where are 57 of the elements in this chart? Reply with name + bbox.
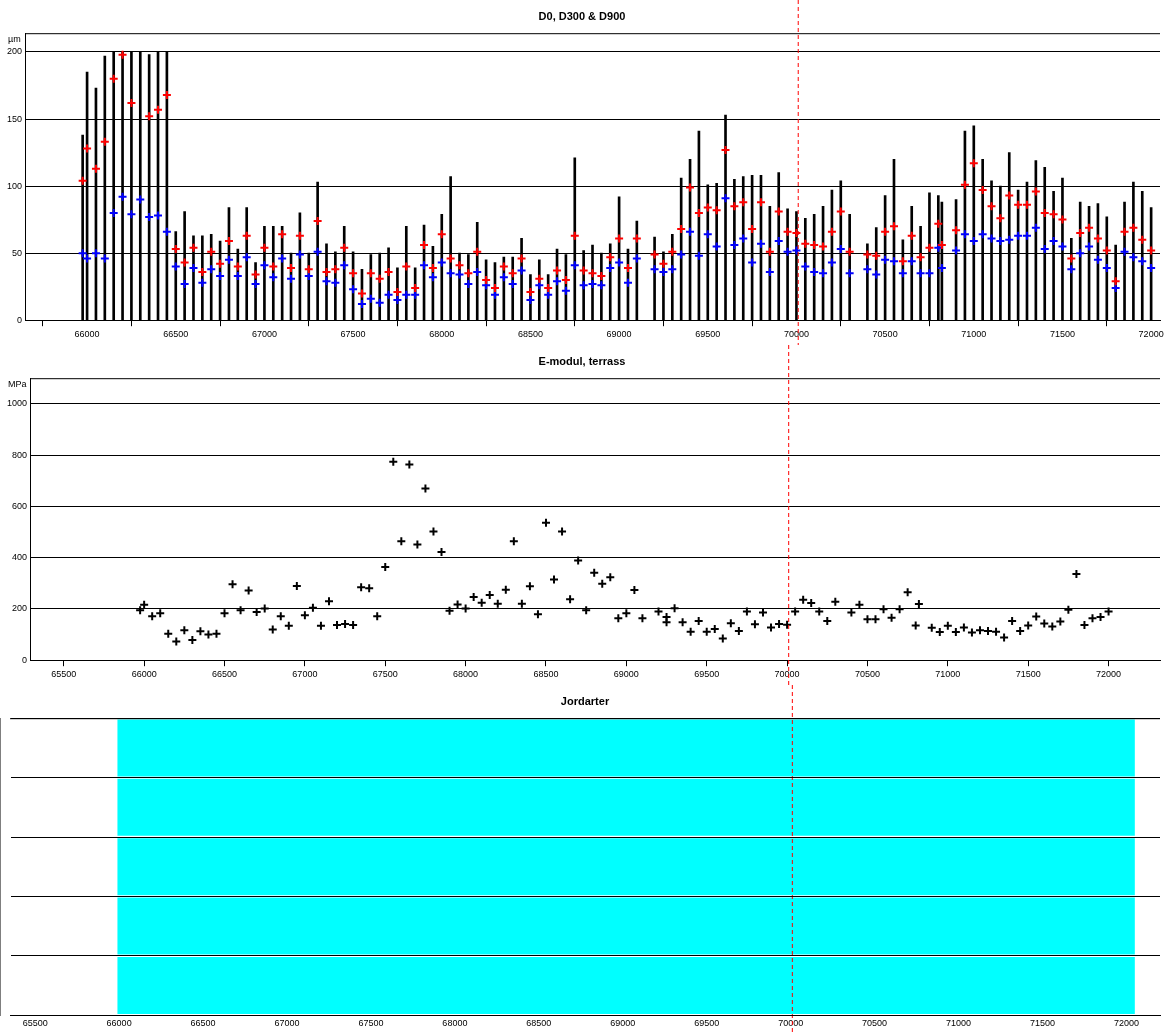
x-tick-label: 65500 — [22, 1018, 48, 1029]
x-tick-label: 66000 — [131, 669, 157, 680]
x-tick-label: 66000 — [106, 1018, 132, 1029]
y-axis-title: MPa — [8, 379, 27, 389]
x-tick-label: 68000 — [453, 669, 479, 680]
x-tick-label: 70000 — [783, 329, 809, 340]
x-tick-label: 72000 — [1138, 329, 1164, 340]
x-tick-label: 68500 — [517, 329, 543, 340]
y-tick-label: 50 — [12, 247, 23, 258]
x-tick-label: 66500 — [190, 1018, 216, 1029]
x-tick-label: 68000 — [429, 329, 455, 340]
x-tick-label: 66000 — [74, 329, 100, 340]
x-tick-label: 69500 — [694, 1018, 720, 1029]
x-tick-label: 69000 — [613, 669, 639, 680]
x-tick-label: 68500 — [526, 1018, 552, 1029]
x-tick-label: 67500 — [358, 1018, 384, 1029]
y-tick-label: 100 — [6, 180, 23, 191]
x-tick-label: 69500 — [694, 669, 720, 680]
x-tick-label: 71000 — [946, 1018, 972, 1029]
y-tick-label: 1000 — [6, 398, 28, 409]
y-axis-title: µm — [8, 34, 21, 44]
x-tick-label: 69500 — [695, 329, 721, 340]
x-tick-label: 70500 — [872, 329, 898, 340]
x-tick-label: 67500 — [340, 329, 366, 340]
x-tick-label: 71000 — [935, 669, 961, 680]
x-tick-label: 72000 — [1096, 669, 1122, 680]
y-tick-label: 0 — [17, 314, 23, 325]
x-tick-label: 70000 — [774, 669, 800, 680]
x-tick-label: 70000 — [778, 1018, 804, 1029]
chart-title: E-modul, terrass — [538, 354, 626, 367]
x-tick-label: 70500 — [854, 669, 880, 680]
x-tick-label: 68000 — [442, 1018, 468, 1029]
y-tick-label: 200 — [11, 603, 28, 614]
x-tick-label: 71000 — [961, 329, 987, 340]
x-tick-label: 67000 — [251, 329, 277, 340]
x-tick-label: 67000 — [292, 669, 318, 680]
x-tick-label: 67500 — [372, 669, 398, 680]
y-tick-label: 400 — [11, 552, 28, 563]
x-tick-label: 70500 — [862, 1018, 888, 1029]
y-tick-label: 150 — [6, 113, 23, 124]
y-tick-label: 600 — [11, 500, 28, 511]
x-tick-label: 69000 — [606, 329, 632, 340]
y-tick-label: 0 — [22, 654, 28, 665]
chart-title: D0, D300 & D900 — [538, 9, 626, 22]
x-tick-label: 72000 — [1113, 1018, 1139, 1029]
x-tick-label: 66500 — [163, 329, 189, 340]
x-tick-label: 66500 — [212, 669, 238, 680]
x-tick-label: 71500 — [1029, 1018, 1055, 1029]
x-tick-label: 71500 — [1015, 669, 1041, 680]
text: Jordarter — [560, 694, 610, 707]
x-tick-label: 68500 — [533, 669, 559, 680]
x-tick-label: 67000 — [274, 1018, 300, 1029]
x-tick-label: 69000 — [610, 1018, 636, 1029]
y-tick-label: 200 — [6, 46, 23, 57]
x-tick-label: 65500 — [51, 669, 77, 680]
y-tick-label: 800 — [11, 449, 28, 460]
x-tick-label: 71500 — [1049, 329, 1075, 340]
